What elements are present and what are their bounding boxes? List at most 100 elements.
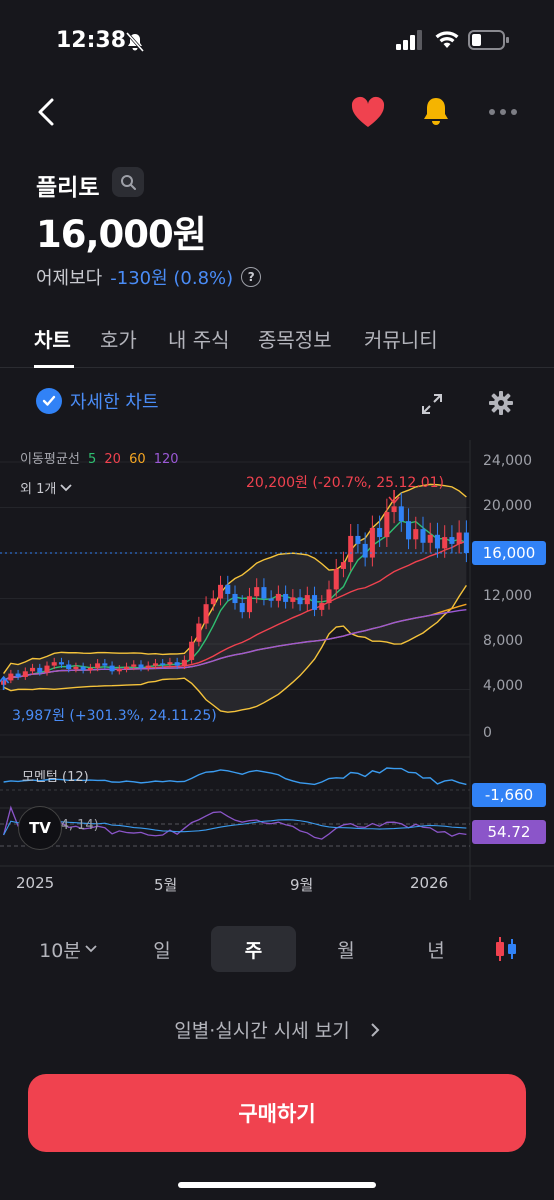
chevron-down-icon <box>60 483 72 491</box>
candle <box>261 587 267 599</box>
wifi-icon <box>435 31 459 48</box>
momentum-label: 모멘텀 (12) <box>22 770 89 785</box>
bollinger-lower-line <box>3 584 467 713</box>
high-annotation: 20,200원 (-20.7%, 25.12.01) <box>246 475 445 491</box>
y-tick-label: 24,000 <box>483 453 532 469</box>
candle <box>80 666 86 671</box>
candle <box>319 603 325 610</box>
candle <box>73 666 79 670</box>
low-annotation: 3,987원 (+301.3%, 24.11.25) <box>12 708 217 724</box>
candle <box>189 641 195 660</box>
y-tick-label: 12,000 <box>483 588 532 604</box>
candle <box>254 587 260 597</box>
rsi-value-tag: 54.72 <box>472 820 546 844</box>
more-indicators-label: 외 1개 <box>20 482 57 497</box>
search-button[interactable] <box>112 167 144 197</box>
ma-20: 20 <box>104 452 121 467</box>
daily-price-link[interactable]: 일별·실시간 시세 보기 <box>0 1016 554 1043</box>
tab-stock-info[interactable]: 종목정보 <box>258 328 332 352</box>
gear-icon[interactable] <box>488 390 514 416</box>
x-tick-label: 5월 <box>154 876 178 894</box>
candle <box>369 527 375 558</box>
candle <box>442 537 448 549</box>
candle <box>427 534 433 543</box>
candle <box>326 589 332 604</box>
candle <box>131 664 137 667</box>
candle <box>398 506 404 522</box>
period-year[interactable]: 년 <box>427 939 445 962</box>
ma-5: 5 <box>87 452 97 467</box>
candle <box>463 532 469 553</box>
period-day[interactable]: 일 <box>153 939 171 962</box>
candle <box>109 665 115 672</box>
candle <box>340 562 346 569</box>
candle <box>246 596 252 613</box>
bollinger-upper-line <box>3 483 467 674</box>
candle <box>312 595 318 610</box>
candle <box>30 667 36 672</box>
candle <box>377 527 383 538</box>
heart-icon[interactable] <box>350 96 386 130</box>
candle <box>22 671 28 677</box>
candle <box>456 532 462 544</box>
candle <box>174 662 180 666</box>
candle <box>391 506 397 513</box>
y-tick-label: 0 <box>483 725 492 741</box>
momentum-value-tag: -1,660 <box>472 783 546 807</box>
ma-60: 60 <box>129 452 146 467</box>
candle <box>102 663 108 666</box>
buy-button[interactable]: 구매하기 <box>28 1074 526 1152</box>
y-tick-label: 8,000 <box>483 633 524 649</box>
change-label: 어제보다 <box>36 268 103 289</box>
status-time: 12:38 <box>56 28 127 53</box>
current-price: 16,000원 <box>36 213 207 256</box>
home-indicator <box>178 1182 376 1188</box>
back-arrow-icon[interactable] <box>32 96 60 128</box>
price-chart[interactable] <box>0 440 554 900</box>
candle <box>145 665 151 668</box>
tradingview-logo: TV <box>18 806 62 850</box>
momentum-line <box>3 767 467 786</box>
fullscreen-icon[interactable] <box>420 392 444 416</box>
candle <box>413 529 419 540</box>
more-indicators-toggle[interactable]: 외 1개 <box>20 478 72 497</box>
period-10min-label: 10분 <box>39 939 81 962</box>
tab-orderbook[interactable]: 호가 <box>100 328 137 352</box>
help-icon[interactable]: ? <box>241 267 262 287</box>
tab-my-stock[interactable]: 내 주식 <box>168 328 230 352</box>
ma-legend-title: 이동평균선 <box>20 452 80 467</box>
current-price-tag: 16,000 <box>472 541 546 565</box>
y-tick-label: 20,000 <box>483 498 532 514</box>
candle <box>333 568 339 590</box>
period-10min[interactable]: 10분 <box>28 926 108 972</box>
candle-chart-icon[interactable] <box>492 936 520 962</box>
chevron-down-icon <box>85 945 97 953</box>
detail-chart-toggle[interactable]: 자세한 차트 <box>36 388 159 414</box>
active-tab-indicator <box>34 365 74 368</box>
signal-icon <box>396 30 422 50</box>
tab-community[interactable]: 커뮤니티 <box>364 328 438 352</box>
bell-off-icon <box>125 32 145 52</box>
status-bar: 12:38 <box>0 0 554 80</box>
more-icon[interactable] <box>488 108 518 116</box>
ma-legend: 이동평균선 5 20 60 120 <box>20 448 183 467</box>
section-tabs: 차트 호가 내 주식 종목정보 커뮤니티 <box>0 318 554 368</box>
candle <box>225 584 231 594</box>
battery-icon <box>468 30 509 50</box>
candle <box>239 603 245 613</box>
candle <box>116 669 122 672</box>
candle <box>406 521 412 540</box>
candle <box>362 543 368 558</box>
period-week[interactable]: 주 <box>211 926 296 972</box>
candle <box>355 535 361 544</box>
bell-icon[interactable] <box>418 94 454 130</box>
candle <box>44 665 50 673</box>
tab-chart[interactable]: 차트 <box>34 328 71 352</box>
candle <box>37 667 43 673</box>
candle <box>297 597 303 605</box>
candle <box>283 593 289 602</box>
candle <box>138 664 144 668</box>
detail-chart-label: 자세한 차트 <box>70 392 159 413</box>
price-change: 어제보다 -130원 (0.8%) ? <box>36 264 262 290</box>
period-month[interactable]: 월 <box>337 939 355 962</box>
